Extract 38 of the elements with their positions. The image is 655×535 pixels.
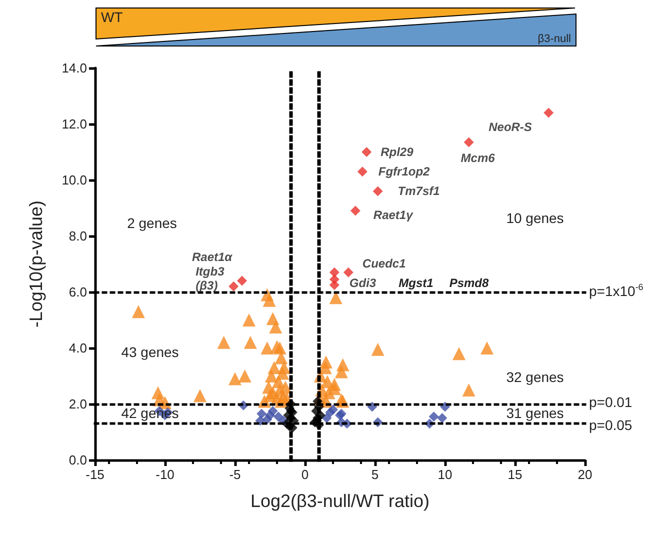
y-tick-label: 2.0 <box>68 396 87 412</box>
wedge-banner: WT β3-null <box>95 6 577 48</box>
x-tick-label: -10 <box>156 467 174 482</box>
annotation: 2 genes <box>127 215 177 231</box>
annotation: 43 genes <box>121 344 179 360</box>
data-label: Mcm6 <box>460 151 496 166</box>
y-tick-label: 14.0 <box>62 60 87 76</box>
annotation: 31 genes <box>506 405 564 421</box>
x-tick-label: 15 <box>508 467 522 482</box>
data-label: Cuedc1 <box>362 256 406 270</box>
x-tick-label: 20 <box>578 467 592 482</box>
data-label: Raet1α <box>192 250 233 264</box>
x-axis-title: Log2(β3-null/WT ratio) <box>250 491 430 511</box>
y-tick-label: 8.0 <box>68 228 87 244</box>
y-tick-label: 10.0 <box>62 172 87 188</box>
annotation: Psmd8 <box>449 276 489 290</box>
x-tick-label: 10 <box>438 467 452 482</box>
data-label: NeoR-S <box>488 120 532 134</box>
x-tick-label: -5 <box>229 467 241 482</box>
y-axis-title: -Log10(p-value) <box>26 200 46 328</box>
data-label: Itgb3 (β3) <box>196 264 225 292</box>
y-tick-label: 6.0 <box>68 284 87 300</box>
y-tick-label: 12.0 <box>62 116 87 132</box>
y-tick-label: 4.0 <box>68 340 87 356</box>
data-label: Tm7sf1 <box>398 184 440 198</box>
text: p=0.01 <box>589 394 632 410</box>
data-label: Fgfr1op2 <box>378 164 430 179</box>
x-tick-label: 5 <box>371 467 379 482</box>
annotation: 10 genes <box>506 210 564 226</box>
data-label: Rpl29 <box>380 145 414 159</box>
x-tick-label: 0 <box>301 467 309 482</box>
x-tick-label: -15 <box>86 467 104 482</box>
data-label: Gdi3 <box>349 276 376 290</box>
y-tick-label: 0.0 <box>68 452 87 468</box>
text: p=0.05 <box>589 417 632 433</box>
annotation: 32 genes <box>506 369 564 385</box>
annotation: Mgst1 <box>398 276 434 290</box>
data-label: Raet1γ <box>373 208 414 222</box>
